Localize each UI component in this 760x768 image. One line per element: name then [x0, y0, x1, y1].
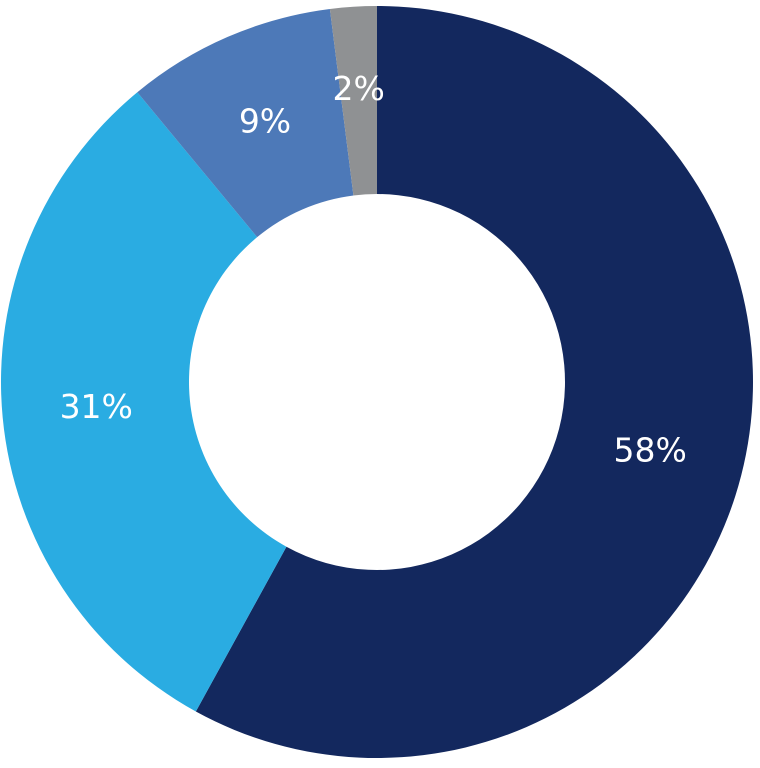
donut-slice-3 — [329, 6, 377, 196]
donut-slice-0 — [195, 6, 754, 758]
donut-slice-1 — [0, 92, 287, 712]
slice-label-2: 9% — [239, 102, 291, 141]
donut-slice-2 — [137, 8, 354, 238]
slice-label-1: 31% — [60, 387, 133, 426]
labels-layer: 58% 31% 9% 2% — [60, 69, 687, 470]
slice-label-3: 2% — [332, 69, 384, 108]
slices-layer — [0, 6, 754, 758]
slice-label-0: 58% — [613, 431, 686, 470]
